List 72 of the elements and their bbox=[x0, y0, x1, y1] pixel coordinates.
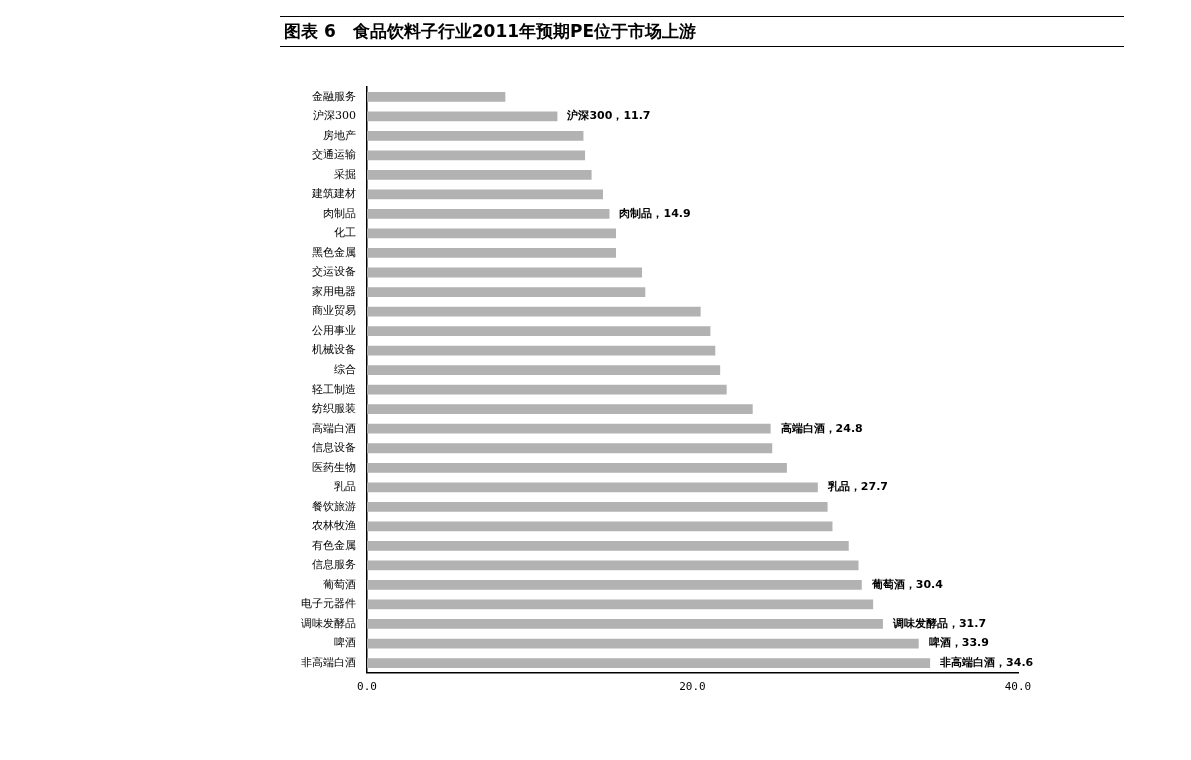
y-tick-label: 房地产 bbox=[323, 128, 356, 142]
bar bbox=[367, 580, 862, 590]
y-tick-label: 葡萄酒 bbox=[323, 577, 356, 591]
bar bbox=[367, 287, 646, 297]
bar bbox=[367, 267, 643, 278]
y-tick-label: 公用事业 bbox=[312, 323, 356, 337]
y-tick-label: 纺织服装 bbox=[312, 402, 356, 416]
bar bbox=[367, 189, 603, 200]
x-tick-label: 40.0 bbox=[1004, 680, 1032, 694]
bar bbox=[367, 638, 919, 649]
y-tick-label: 金融服务 bbox=[312, 89, 356, 103]
data-label: 高端白酒，24.8 bbox=[780, 421, 863, 435]
bar bbox=[367, 404, 753, 415]
bar bbox=[367, 619, 883, 629]
bar bbox=[367, 501, 828, 512]
y-tick-label: 乳品 bbox=[334, 480, 356, 494]
y-tick-label: 餐饮旅游 bbox=[312, 499, 356, 513]
y-tick-label: 机械设备 bbox=[312, 343, 356, 357]
bar bbox=[367, 521, 833, 532]
data-label: 非高端白酒，34.6 bbox=[939, 655, 1034, 669]
bar bbox=[367, 541, 849, 551]
y-tick-label: 啤酒 bbox=[334, 636, 356, 650]
bar bbox=[367, 326, 711, 336]
bar bbox=[367, 443, 773, 454]
bar bbox=[367, 91, 506, 102]
y-tick-label: 轻工制造 bbox=[312, 382, 356, 396]
bar bbox=[367, 462, 787, 473]
y-tick-label: 交通运输 bbox=[312, 148, 356, 162]
bar bbox=[367, 658, 931, 668]
bar bbox=[367, 111, 558, 122]
y-tick-label: 信息服务 bbox=[312, 558, 356, 572]
bar bbox=[367, 306, 701, 317]
bar bbox=[367, 228, 617, 239]
y-tick-label: 沪深300 bbox=[313, 109, 356, 123]
bar bbox=[367, 365, 721, 376]
data-label: 沪深300，11.7 bbox=[566, 109, 651, 123]
bar bbox=[367, 423, 771, 434]
bar bbox=[367, 384, 727, 395]
data-label: 葡萄酒，30.4 bbox=[870, 577, 944, 591]
data-label: 乳品，27.7 bbox=[826, 480, 888, 494]
bar bbox=[367, 169, 592, 180]
bar bbox=[367, 345, 716, 356]
y-tick-label: 化工 bbox=[334, 226, 356, 240]
x-tick-label: 0.0 bbox=[357, 680, 377, 694]
bar bbox=[367, 599, 874, 610]
bar bbox=[367, 248, 617, 258]
bar bbox=[367, 130, 584, 141]
data-label: 啤酒，33.9 bbox=[928, 636, 989, 650]
y-tick-label: 调味发酵品 bbox=[301, 616, 356, 630]
bar bbox=[367, 560, 859, 571]
data-label: 肉制品，14.9 bbox=[619, 206, 691, 220]
chart-title: 图表 6 食品饮料子行业2011年预期PE位于市场上游 bbox=[280, 16, 1124, 47]
y-tick-label: 商业贸易 bbox=[312, 304, 356, 318]
data-label: 调味发酵品，31.7 bbox=[891, 616, 987, 630]
y-tick-label: 医药生物 bbox=[312, 460, 356, 474]
y-tick-label: 有色金属 bbox=[312, 538, 356, 552]
bar bbox=[367, 209, 610, 219]
y-tick-label: 综合 bbox=[334, 363, 356, 376]
y-tick-label: 农林牧渔 bbox=[312, 519, 356, 533]
y-tick-label: 家用电器 bbox=[312, 284, 356, 298]
y-tick-label: 肉制品 bbox=[323, 206, 356, 220]
y-tick-label: 非高端白酒 bbox=[301, 655, 356, 669]
y-tick-label: 交运设备 bbox=[312, 265, 356, 279]
y-tick-label: 电子元器件 bbox=[301, 597, 356, 611]
x-tick-label: 20.0 bbox=[679, 680, 706, 694]
y-tick-label: 采掘 bbox=[334, 167, 356, 181]
bar bbox=[367, 482, 818, 493]
y-tick-label: 黑色金属 bbox=[312, 245, 356, 259]
bar bbox=[367, 150, 586, 161]
y-tick-label: 信息设备 bbox=[312, 441, 356, 455]
y-tick-label: 高端白酒 bbox=[312, 421, 356, 435]
y-tick-label: 建筑建材 bbox=[311, 187, 356, 201]
